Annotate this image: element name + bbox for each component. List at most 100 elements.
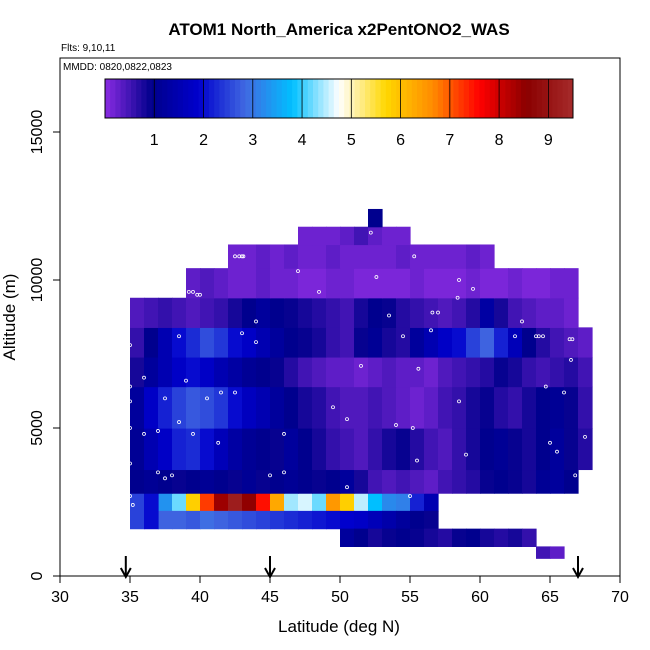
sample-point — [128, 461, 132, 466]
heatmap-cell — [466, 528, 481, 547]
heatmap-cell — [410, 386, 425, 429]
heatmap-cell — [354, 244, 369, 269]
heatmap-cell — [368, 297, 383, 328]
heatmap-cell — [312, 244, 327, 269]
heatmap-cell — [242, 244, 257, 269]
heatmap-cell — [382, 510, 397, 530]
heatmap-cell — [130, 469, 145, 494]
colorbar-segment — [177, 79, 184, 118]
sample-point — [408, 494, 412, 498]
sample-point — [123, 319, 128, 324]
heatmap-cell — [200, 297, 215, 328]
heatmap-cell — [396, 493, 411, 512]
heatmap-cell — [424, 528, 439, 547]
heatmap-cell — [522, 268, 537, 299]
sample-point — [401, 334, 405, 339]
heatmap-cell — [256, 356, 271, 388]
colorbar-segment — [484, 79, 491, 118]
heatmap-cell — [228, 386, 243, 429]
sample-point — [412, 254, 417, 259]
heatmap-cell — [144, 356, 159, 388]
heatmap-cell — [452, 327, 467, 358]
colorbar-segment — [505, 79, 512, 118]
heatmap-cell — [410, 268, 425, 299]
sample-point — [513, 334, 517, 339]
heatmap-cell — [508, 327, 523, 358]
heatmap-cell — [256, 469, 271, 494]
heatmap-cell — [186, 510, 201, 530]
colorbar-segment — [302, 79, 309, 118]
sample-point — [415, 458, 419, 463]
x-tick-label: 35 — [121, 589, 139, 606]
heatmap-cell — [466, 244, 481, 269]
sample-point — [570, 337, 575, 342]
heatmap-cell — [368, 386, 383, 429]
heatmap-cell — [382, 493, 397, 512]
arrow-head — [264, 567, 276, 580]
heatmap-cell — [522, 469, 537, 494]
heatmap-cell — [200, 386, 215, 429]
sample-point — [552, 541, 557, 546]
chart-title: ATOM1 North_America x2PentONO2_WAS — [168, 20, 509, 39]
heatmap-cell — [438, 327, 453, 358]
heatmap-cell — [424, 469, 439, 494]
heatmap-cell — [480, 469, 495, 494]
sample-point — [233, 254, 237, 259]
colorbar-segment — [188, 79, 194, 118]
heatmap-cell — [438, 268, 453, 299]
heatmap-cell — [564, 268, 579, 299]
heatmap-cell — [172, 297, 187, 328]
heatmap-cell — [144, 386, 159, 429]
colorbar-segment — [229, 79, 236, 118]
heatmap-cell — [452, 297, 467, 328]
heatmap-cell — [186, 327, 201, 358]
colorbar-segment — [245, 79, 252, 118]
sample-point — [597, 266, 601, 271]
heatmap-cell — [382, 268, 397, 299]
sample-point — [282, 470, 286, 475]
heatmap-cell — [130, 428, 145, 471]
heatmap-cell — [368, 268, 383, 299]
y-tick-label: 5000 — [29, 410, 46, 446]
heatmap-cell — [270, 510, 285, 530]
colorbar-segment — [323, 79, 330, 118]
colorbar-segment — [313, 79, 319, 118]
sample-point — [543, 384, 548, 389]
heatmap-cell — [172, 428, 187, 471]
heatmap-cell — [158, 356, 173, 388]
heatmap-cell — [130, 356, 145, 388]
sample-point — [520, 319, 524, 324]
colorbar-segment — [354, 79, 361, 118]
heatmap-cell — [354, 528, 369, 547]
y-axis: 0 5000 10000 15000 — [29, 58, 61, 580]
heatmap-cell — [368, 356, 383, 388]
colorbar-segment — [271, 79, 278, 118]
heatmap-cell — [312, 356, 327, 388]
heatmap-cell — [424, 327, 439, 358]
heatmap-cell — [284, 356, 299, 388]
sample-point — [282, 432, 286, 436]
heatmap-cell — [200, 493, 215, 512]
heatmap-cell — [508, 386, 523, 429]
heatmap-cell — [494, 356, 509, 388]
sample-point — [368, 230, 373, 235]
sample-point — [142, 375, 146, 380]
heatmap-cell — [480, 528, 495, 547]
heatmap-cell — [340, 386, 355, 429]
colorbar-segment — [541, 79, 548, 118]
heatmap-cell — [326, 469, 341, 494]
y-tick-label: 0 — [29, 571, 46, 580]
heatmap-cell — [564, 428, 579, 471]
sample-point — [457, 278, 461, 282]
heatmap-cell — [144, 428, 159, 471]
colorbar-segment — [172, 79, 179, 118]
heatmap-cell — [200, 327, 215, 358]
heatmap-cell — [242, 327, 257, 358]
sample-point — [123, 331, 128, 336]
colorbar-segment — [536, 79, 543, 118]
sample-point — [436, 310, 440, 315]
colorbar-segment — [448, 79, 454, 118]
colorbar-segment — [489, 79, 496, 118]
heatmap-cell — [508, 297, 523, 328]
sample-point — [177, 334, 181, 339]
